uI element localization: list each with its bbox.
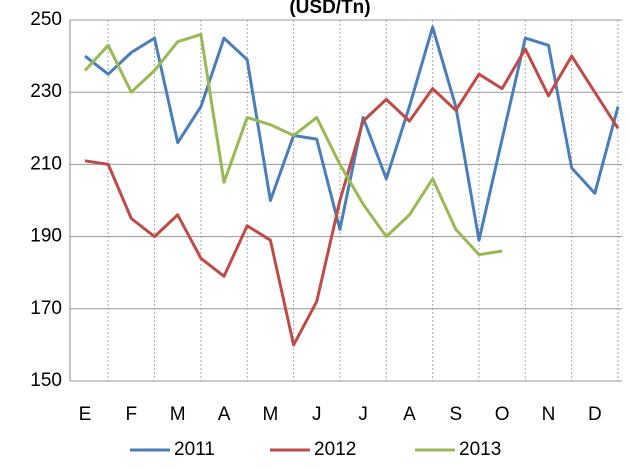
y-tick-label: 250 (30, 9, 62, 30)
y-tick-label: 150 (30, 370, 62, 391)
x-tick-label: M (170, 404, 186, 425)
chart-title: (USD/Tn) (289, 0, 370, 18)
x-tick-label: N (542, 404, 556, 425)
y-tick-label: 210 (30, 153, 62, 174)
x-tick-label: J (358, 404, 368, 425)
legend-label: 2013 (459, 439, 501, 460)
x-tick-label: E (79, 404, 92, 425)
x-tick-label: A (218, 404, 231, 425)
series-line (84, 47, 620, 347)
x-tick-label: M (262, 404, 278, 425)
series-line (83, 32, 503, 257)
x-tick-label: J (312, 404, 322, 425)
x-tick-label: A (403, 404, 416, 425)
x-tick-label: D (588, 404, 602, 425)
series-line (84, 25, 620, 242)
legend-label: 2012 (314, 439, 356, 460)
y-tick-label: 230 (30, 81, 62, 102)
y-tick-label: 190 (30, 226, 62, 247)
x-tick-label: S (449, 404, 462, 425)
x-tick-label: F (126, 404, 138, 425)
legend-label: 2011 (174, 439, 215, 460)
x-tick-label: O (495, 404, 510, 425)
y-tick-label: 170 (30, 298, 62, 319)
